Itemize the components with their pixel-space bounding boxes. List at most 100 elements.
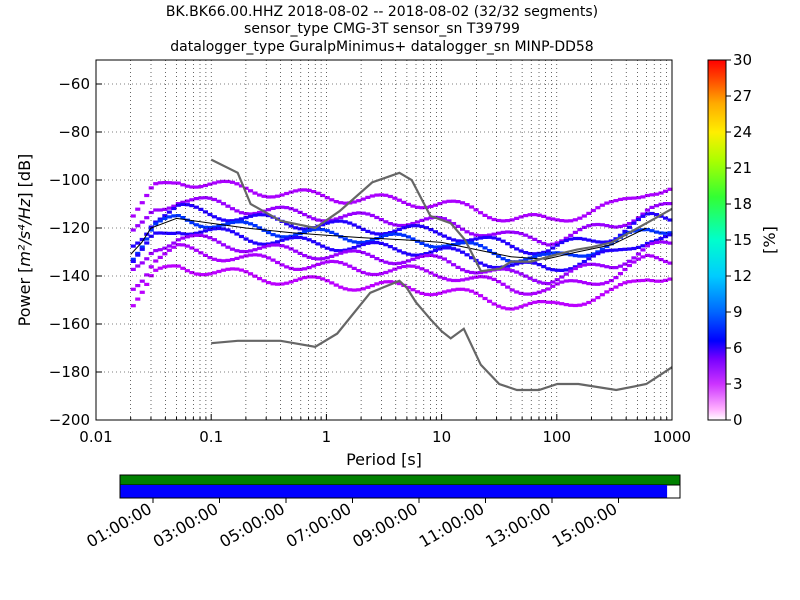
psd-cell (162, 252, 168, 256)
psd-cell (401, 200, 407, 204)
psd-cell (595, 282, 601, 286)
psd-cell (351, 288, 357, 292)
psd-cell (157, 266, 163, 270)
psd-cell (153, 208, 159, 212)
psd-cell (144, 193, 150, 198)
psd-cell (568, 219, 574, 223)
psd-cell (320, 244, 326, 248)
psd-cell (396, 223, 402, 228)
psd-cell (599, 203, 605, 207)
psd-cell (374, 272, 380, 277)
psd-cell (595, 206, 601, 210)
psd-cell (153, 182, 159, 186)
psd-cell (554, 268, 560, 272)
psd-cell (198, 224, 204, 228)
psd-cell (315, 262, 321, 266)
psd-cell (473, 275, 479, 279)
psd-cell (175, 214, 181, 218)
psd-cell (550, 251, 556, 255)
psd-cell (604, 265, 610, 269)
psd-cell (626, 259, 632, 263)
psd-cell (157, 217, 163, 221)
psd-cell (356, 244, 362, 248)
psd-cell (464, 203, 470, 207)
psd-cell (631, 219, 637, 223)
psd-cell (590, 239, 596, 243)
psd-cell (220, 218, 226, 222)
psd-cell (202, 183, 208, 188)
noise-model-nlnm (211, 279, 673, 392)
colorbar-tick-label: 30 (733, 51, 752, 69)
psd-cell (211, 271, 217, 275)
psd-cell (405, 285, 411, 290)
psd-cell (392, 223, 398, 227)
psd-cell (193, 248, 199, 252)
psd-cell (441, 234, 447, 238)
psd-cell (622, 229, 628, 233)
psd-cell (432, 254, 438, 258)
noise-models (210, 158, 673, 392)
psd-cell (351, 211, 357, 215)
psd-cell (261, 242, 267, 246)
psd-cell (608, 248, 614, 252)
psd-cell (414, 265, 420, 269)
psd-cell (667, 231, 673, 235)
psd-cell (324, 279, 330, 283)
psd-cell (617, 283, 623, 287)
psd-cell (509, 263, 515, 267)
psd-cell (577, 264, 583, 268)
psd-cell (378, 218, 384, 222)
psd-cell (518, 232, 524, 236)
ppsd-plot: 0.01 0.1 1 10 100 1000 −60 −80 −100 −120 −140 −160… (15, 59, 691, 469)
psd-cell (658, 258, 664, 262)
psd-cell (248, 239, 254, 243)
psd-cell (171, 214, 177, 218)
availability-time-label: 07:00:00 (283, 499, 355, 551)
psd-cell (211, 181, 217, 185)
psd-cell (351, 223, 357, 227)
psd-cell (581, 302, 587, 306)
psd-cell (315, 242, 321, 246)
psd-cell (577, 236, 583, 241)
psd-cell (428, 216, 434, 220)
psd-cell (613, 276, 619, 280)
psd-cell (288, 280, 294, 284)
psd-cell (527, 292, 533, 296)
psd-cell (649, 205, 655, 209)
psd-cell (505, 219, 511, 223)
psd-cell (207, 182, 213, 186)
availability-time-label: 13:00:00 (482, 499, 554, 551)
psd-cell (523, 292, 529, 296)
psd-cell (644, 212, 650, 216)
noise-model-nhnm (210, 158, 673, 273)
psd-cell (311, 240, 317, 244)
psd-cell (243, 220, 249, 225)
psd-cell (577, 228, 583, 232)
psd-cell (356, 240, 362, 245)
psd-cell (338, 285, 344, 289)
psd-cell (523, 251, 529, 255)
psd-cell (356, 269, 362, 273)
psd-cell (545, 243, 551, 247)
psd-cell (496, 280, 502, 284)
psd-cell (446, 243, 452, 248)
psd-cell (175, 238, 181, 242)
psd-cell (568, 237, 574, 241)
psd-cell (130, 228, 136, 232)
psd-cell (441, 244, 447, 248)
psd-cell (554, 241, 560, 245)
psd-cell (536, 253, 542, 257)
x-tick-label: 10 (432, 428, 451, 446)
psd-cell (261, 245, 267, 249)
title-line-3: datalogger_type GuralpMinimus+ datalogge… (170, 39, 593, 55)
psd-cell (306, 266, 312, 270)
psd-cell (613, 237, 619, 241)
median-line (130, 217, 647, 260)
psd-cell (617, 272, 623, 276)
psd-cell (356, 249, 362, 253)
psd-cell (559, 302, 565, 306)
psd-cell (279, 193, 285, 197)
psd-cell (608, 287, 614, 291)
psd-cell (613, 266, 619, 270)
psd-cell (654, 204, 660, 208)
